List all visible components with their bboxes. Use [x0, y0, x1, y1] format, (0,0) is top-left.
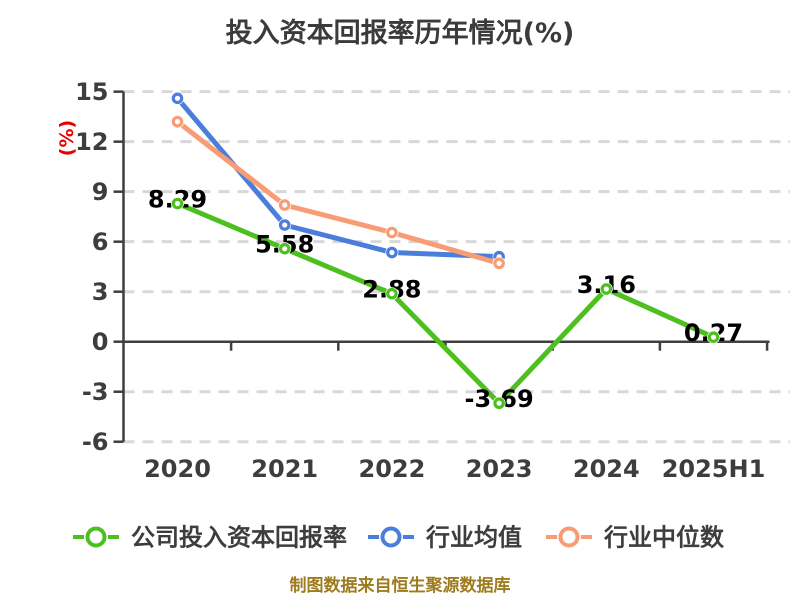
y-tick-label: 9 [92, 178, 109, 206]
data-point-marker [171, 115, 184, 128]
data-point-marker [386, 287, 398, 300]
x-tick-label: 2022 [359, 455, 426, 483]
series-line-2 [175, 119, 502, 266]
x-tick-label: 2025H1 [662, 455, 766, 483]
y-axis-title: (%) [56, 120, 78, 156]
x-tick-label: 2024 [573, 455, 640, 483]
series-line-0 [175, 201, 716, 406]
y-tick-label: 0 [92, 328, 109, 356]
legend-label: 行业中位数 [603, 524, 725, 552]
x-tick-label: 2020 [144, 455, 211, 483]
legend-label: 行业均值 [425, 524, 522, 552]
legend-label: 公司投入资本回报率 [131, 524, 347, 552]
legend-marker-icon [85, 526, 107, 548]
data-point-marker [278, 242, 291, 255]
data-point-marker [386, 246, 398, 259]
data-point-marker [493, 397, 505, 410]
data-point-marker [278, 199, 291, 211]
x-tick-label: 2023 [466, 455, 533, 483]
y-tick-label: -6 [82, 428, 109, 456]
data-point-marker [493, 257, 505, 270]
y-tick-label: 12 [75, 128, 108, 156]
data-source-note: 制图数据来自恒生聚源数据库 [289, 576, 511, 596]
legend-marker-icon [558, 526, 580, 548]
y-tick-label: 6 [92, 228, 109, 256]
data-point-marker [386, 226, 398, 239]
data-point-marker [707, 331, 720, 343]
data-point-marker [278, 219, 291, 231]
legend-marker-icon [380, 526, 402, 548]
y-tick-label: -3 [82, 378, 109, 406]
data-point-marker [600, 283, 613, 295]
y-tick-label: 15 [75, 78, 108, 106]
data-point-marker [171, 197, 184, 210]
x-tick-label: 2021 [251, 455, 318, 483]
series-line-1 [175, 95, 502, 260]
data-point-marker [171, 92, 184, 105]
y-tick-label: 3 [92, 278, 109, 306]
chart-title: 投入资本回报率历年情况(%) [225, 18, 575, 49]
